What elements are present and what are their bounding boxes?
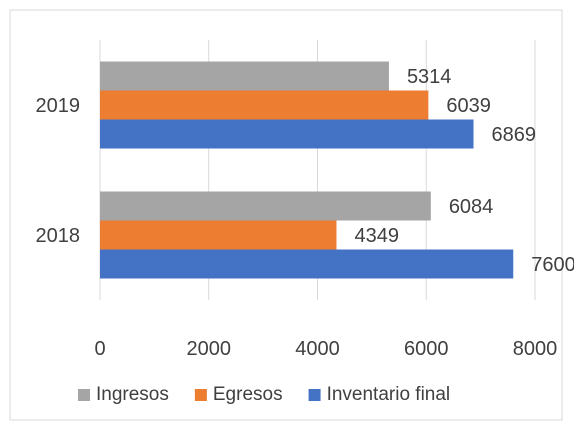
legend-label: Ingresos xyxy=(96,384,169,405)
data-label: 4349 xyxy=(354,225,399,247)
category-label: 2019 xyxy=(36,95,81,117)
data-label: 6039 xyxy=(446,95,491,117)
x-tick-label: 0 xyxy=(94,338,105,360)
x-tick-label: 8000 xyxy=(513,338,558,360)
bar xyxy=(100,191,431,221)
legend-swatch xyxy=(194,389,207,401)
x-tick-label: 4000 xyxy=(295,338,340,360)
legend-label: Egresos xyxy=(213,384,283,405)
category-label: 2018 xyxy=(36,225,81,247)
bar xyxy=(100,61,389,91)
data-label: 7600 xyxy=(531,254,574,276)
x-tick-label: 6000 xyxy=(404,338,449,360)
category-labels: 2019 2018 xyxy=(36,95,81,247)
legend-swatch xyxy=(78,389,90,401)
legend-swatch xyxy=(308,389,321,401)
legend-label: Inventario final xyxy=(327,384,451,405)
bar xyxy=(100,249,514,279)
bars xyxy=(100,61,514,279)
x-tick-labels: 0 2000 4000 6000 8000 xyxy=(94,338,557,360)
data-label: 6869 xyxy=(492,124,536,146)
bar xyxy=(100,220,337,250)
bar xyxy=(100,119,474,149)
legend: Ingresos Egresos Inventario final xyxy=(78,384,450,405)
bar xyxy=(100,90,429,120)
data-label: 5314 xyxy=(407,66,452,88)
data-label: 6084 xyxy=(449,196,494,218)
x-tick-label: 2000 xyxy=(187,338,232,360)
